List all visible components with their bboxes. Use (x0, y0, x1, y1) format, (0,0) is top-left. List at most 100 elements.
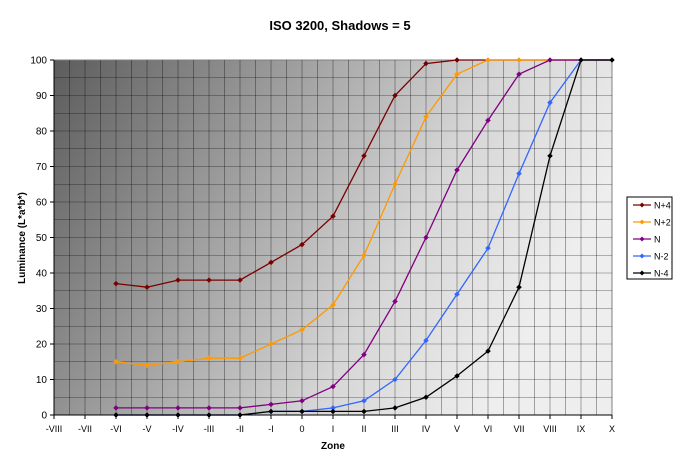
legend-swatch-marker (639, 202, 645, 208)
data-point (175, 405, 181, 411)
data-point (454, 167, 460, 173)
data-point (330, 302, 336, 308)
series-N (113, 57, 615, 411)
data-point (392, 376, 398, 383)
y-tick-label: 40 (36, 269, 48, 280)
data-point (516, 284, 522, 291)
legend-label: N-4 (654, 269, 669, 279)
data-point (423, 113, 429, 120)
x-tick-label: -V (143, 424, 152, 434)
data-point (361, 152, 367, 159)
x-tick-label: VIII (543, 424, 557, 434)
data-point (423, 60, 429, 67)
x-axis-title: Zone (321, 441, 345, 452)
x-tick-label: -II (236, 424, 244, 434)
x-tick-label: VII (513, 424, 524, 434)
x-tick-label: -III (204, 424, 215, 434)
data-point (299, 326, 305, 333)
data-point (392, 181, 398, 188)
data-point (113, 358, 119, 365)
data-point (268, 401, 274, 408)
data-point (268, 408, 274, 415)
data-point (268, 341, 274, 347)
y-tick-label: 50 (36, 233, 48, 244)
y-tick-label: 0 (41, 411, 47, 422)
data-point (361, 351, 367, 358)
data-point (299, 397, 305, 404)
data-point (485, 245, 491, 252)
data-point (516, 71, 522, 78)
data-point (454, 291, 460, 298)
data-point (392, 405, 398, 411)
data-point (144, 362, 150, 369)
legend-swatch-marker (639, 219, 645, 225)
data-point (547, 99, 553, 106)
x-tick-label: VI (484, 424, 493, 434)
legend-swatch-marker (639, 253, 645, 259)
data-point (330, 213, 336, 220)
data-point (237, 405, 243, 411)
y-tick-label: 10 (36, 375, 48, 386)
y-tick-label: 30 (36, 304, 48, 315)
legend-label: N+2 (654, 218, 671, 228)
legend: N+4 N+2 N N-2 N-4 (626, 196, 673, 280)
grid (54, 60, 612, 415)
y-tick-label: 90 (36, 91, 48, 102)
data-point (237, 355, 243, 362)
data-point (144, 405, 150, 411)
data-point (485, 117, 491, 124)
data-point (547, 152, 553, 159)
x-tick-label: II (361, 424, 366, 434)
y-tick-label: 100 (30, 56, 47, 67)
data-point (113, 280, 119, 287)
data-point (423, 337, 429, 344)
legend-swatch-marker (639, 270, 645, 276)
data-point (392, 92, 398, 99)
legend-label: N-2 (654, 252, 669, 262)
data-point (361, 397, 367, 404)
x-tick-label: IX (577, 424, 586, 434)
data-point (237, 277, 243, 283)
data-point (609, 57, 615, 63)
chart-title: ISO 3200, Shadows = 5 (269, 18, 410, 33)
data-point (175, 358, 181, 365)
y-axis-title: Luminance (L*a*b*) (17, 192, 28, 284)
data-point (547, 57, 553, 63)
data-point (206, 355, 212, 362)
data-point (392, 298, 398, 305)
y-tick-label: 70 (36, 162, 48, 173)
data-point (206, 277, 212, 283)
y-tick-label: 60 (36, 198, 48, 209)
data-point (485, 57, 491, 63)
x-tick-label: IV (422, 424, 431, 434)
x-tick-label: -VIII (46, 424, 63, 434)
legend-box (626, 196, 673, 280)
data-point (516, 170, 522, 177)
x-tick-label: I (332, 424, 335, 434)
data-point (578, 57, 584, 63)
data-point (144, 284, 150, 291)
legend-label: N (654, 235, 661, 245)
data-point (454, 57, 460, 63)
data-point (299, 241, 305, 248)
data-point (330, 383, 336, 390)
data-point (175, 277, 181, 283)
data-point (485, 348, 491, 354)
y-tick-label: 20 (36, 340, 48, 351)
y-tick-label: 80 (36, 127, 48, 138)
x-tick-label: V (454, 424, 460, 434)
x-tick-label: -VI (110, 424, 122, 434)
x-tick-label: X (609, 424, 615, 434)
data-point (454, 373, 460, 379)
data-point (361, 252, 367, 259)
data-point (454, 71, 460, 78)
data-point (423, 234, 429, 241)
legend-swatch-marker (639, 236, 645, 242)
x-tick-label: -IV (172, 424, 184, 434)
data-point (330, 408, 336, 415)
data-point (516, 57, 522, 63)
data-point (113, 405, 119, 411)
